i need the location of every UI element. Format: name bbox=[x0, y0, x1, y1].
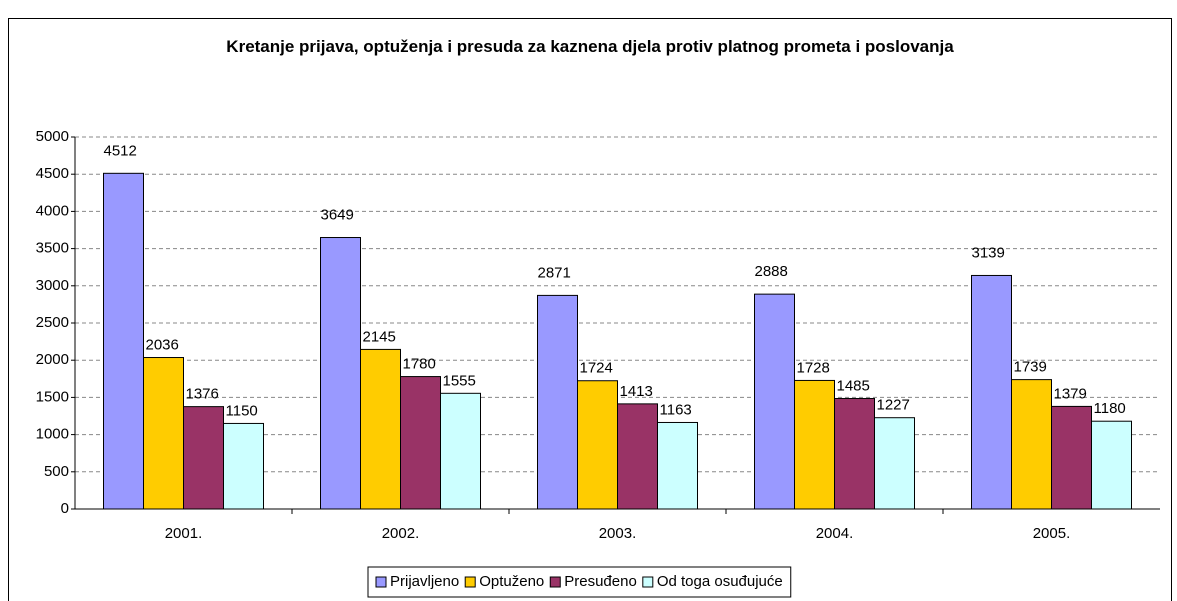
bar bbox=[577, 380, 618, 510]
value-label: 1376 bbox=[186, 386, 219, 403]
bar bbox=[1051, 405, 1092, 510]
value-label: 1227 bbox=[877, 397, 910, 414]
value-label: 2871 bbox=[538, 264, 571, 281]
x-tick-label: 2003. bbox=[599, 525, 637, 542]
bar bbox=[971, 274, 1012, 510]
legend-label: Optuženo bbox=[479, 573, 544, 590]
value-label: 1739 bbox=[1014, 359, 1047, 376]
legend-swatch bbox=[375, 576, 387, 588]
value-label: 1379 bbox=[1054, 385, 1087, 402]
chart-title: Kretanje prijava, optuženja i presuda za… bbox=[226, 37, 954, 56]
bar bbox=[400, 376, 441, 510]
legend-label: Od toga osuđujuće bbox=[657, 573, 783, 590]
legend-label: Presuđeno bbox=[564, 573, 637, 590]
value-label: 1150 bbox=[226, 402, 258, 419]
bar bbox=[223, 422, 264, 510]
y-tick-label: 2500 bbox=[36, 314, 69, 331]
x-tick-label: 2001. bbox=[165, 525, 203, 542]
value-label: 1728 bbox=[797, 359, 830, 376]
legend-label: Prijavljeno bbox=[390, 573, 459, 590]
bar bbox=[834, 398, 875, 510]
bar bbox=[360, 348, 401, 510]
bar bbox=[657, 421, 698, 510]
y-tick-label: 3000 bbox=[36, 277, 69, 294]
bar bbox=[1011, 379, 1052, 510]
y-tick-label: 0 bbox=[61, 500, 69, 517]
bar bbox=[754, 293, 795, 510]
value-label: 3139 bbox=[972, 244, 1005, 261]
x-tick-label: 2005. bbox=[1033, 525, 1071, 542]
bar bbox=[103, 172, 144, 510]
bar bbox=[874, 417, 915, 510]
value-label: 2145 bbox=[363, 328, 396, 345]
value-label: 1724 bbox=[580, 360, 613, 377]
legend-swatch bbox=[464, 576, 476, 588]
bar bbox=[1091, 420, 1132, 510]
bar bbox=[143, 357, 184, 510]
value-label: 1555 bbox=[443, 372, 476, 389]
value-label: 2036 bbox=[146, 336, 179, 353]
bar bbox=[794, 379, 835, 510]
value-label: 1180 bbox=[1094, 400, 1126, 417]
x-tick-label: 2002. bbox=[382, 525, 420, 542]
y-tick-label: 4500 bbox=[36, 165, 69, 182]
y-tick-label: 500 bbox=[44, 463, 69, 480]
legend-swatch bbox=[642, 576, 654, 588]
bar bbox=[617, 403, 658, 510]
bar bbox=[537, 294, 578, 510]
value-label: 2888 bbox=[755, 263, 788, 280]
legend-box bbox=[367, 566, 792, 598]
value-label: 1163 bbox=[660, 401, 692, 418]
value-label: 1780 bbox=[403, 356, 436, 373]
x-tick-label: 2004. bbox=[816, 525, 854, 542]
y-tick-label: 2000 bbox=[36, 351, 69, 368]
y-tick-label: 1500 bbox=[36, 388, 69, 405]
bar bbox=[320, 237, 361, 510]
bar bbox=[183, 406, 224, 510]
y-tick-label: 5000 bbox=[36, 128, 69, 145]
y-tick-label: 3500 bbox=[36, 240, 69, 257]
value-label: 1413 bbox=[620, 383, 653, 400]
y-tick-label: 1000 bbox=[36, 426, 69, 443]
legend-swatch bbox=[549, 576, 561, 588]
y-tick-label: 4000 bbox=[36, 202, 69, 219]
value-label: 3649 bbox=[321, 206, 354, 223]
value-label: 1485 bbox=[837, 377, 870, 394]
value-label: 4512 bbox=[104, 142, 137, 159]
bar bbox=[440, 392, 481, 510]
